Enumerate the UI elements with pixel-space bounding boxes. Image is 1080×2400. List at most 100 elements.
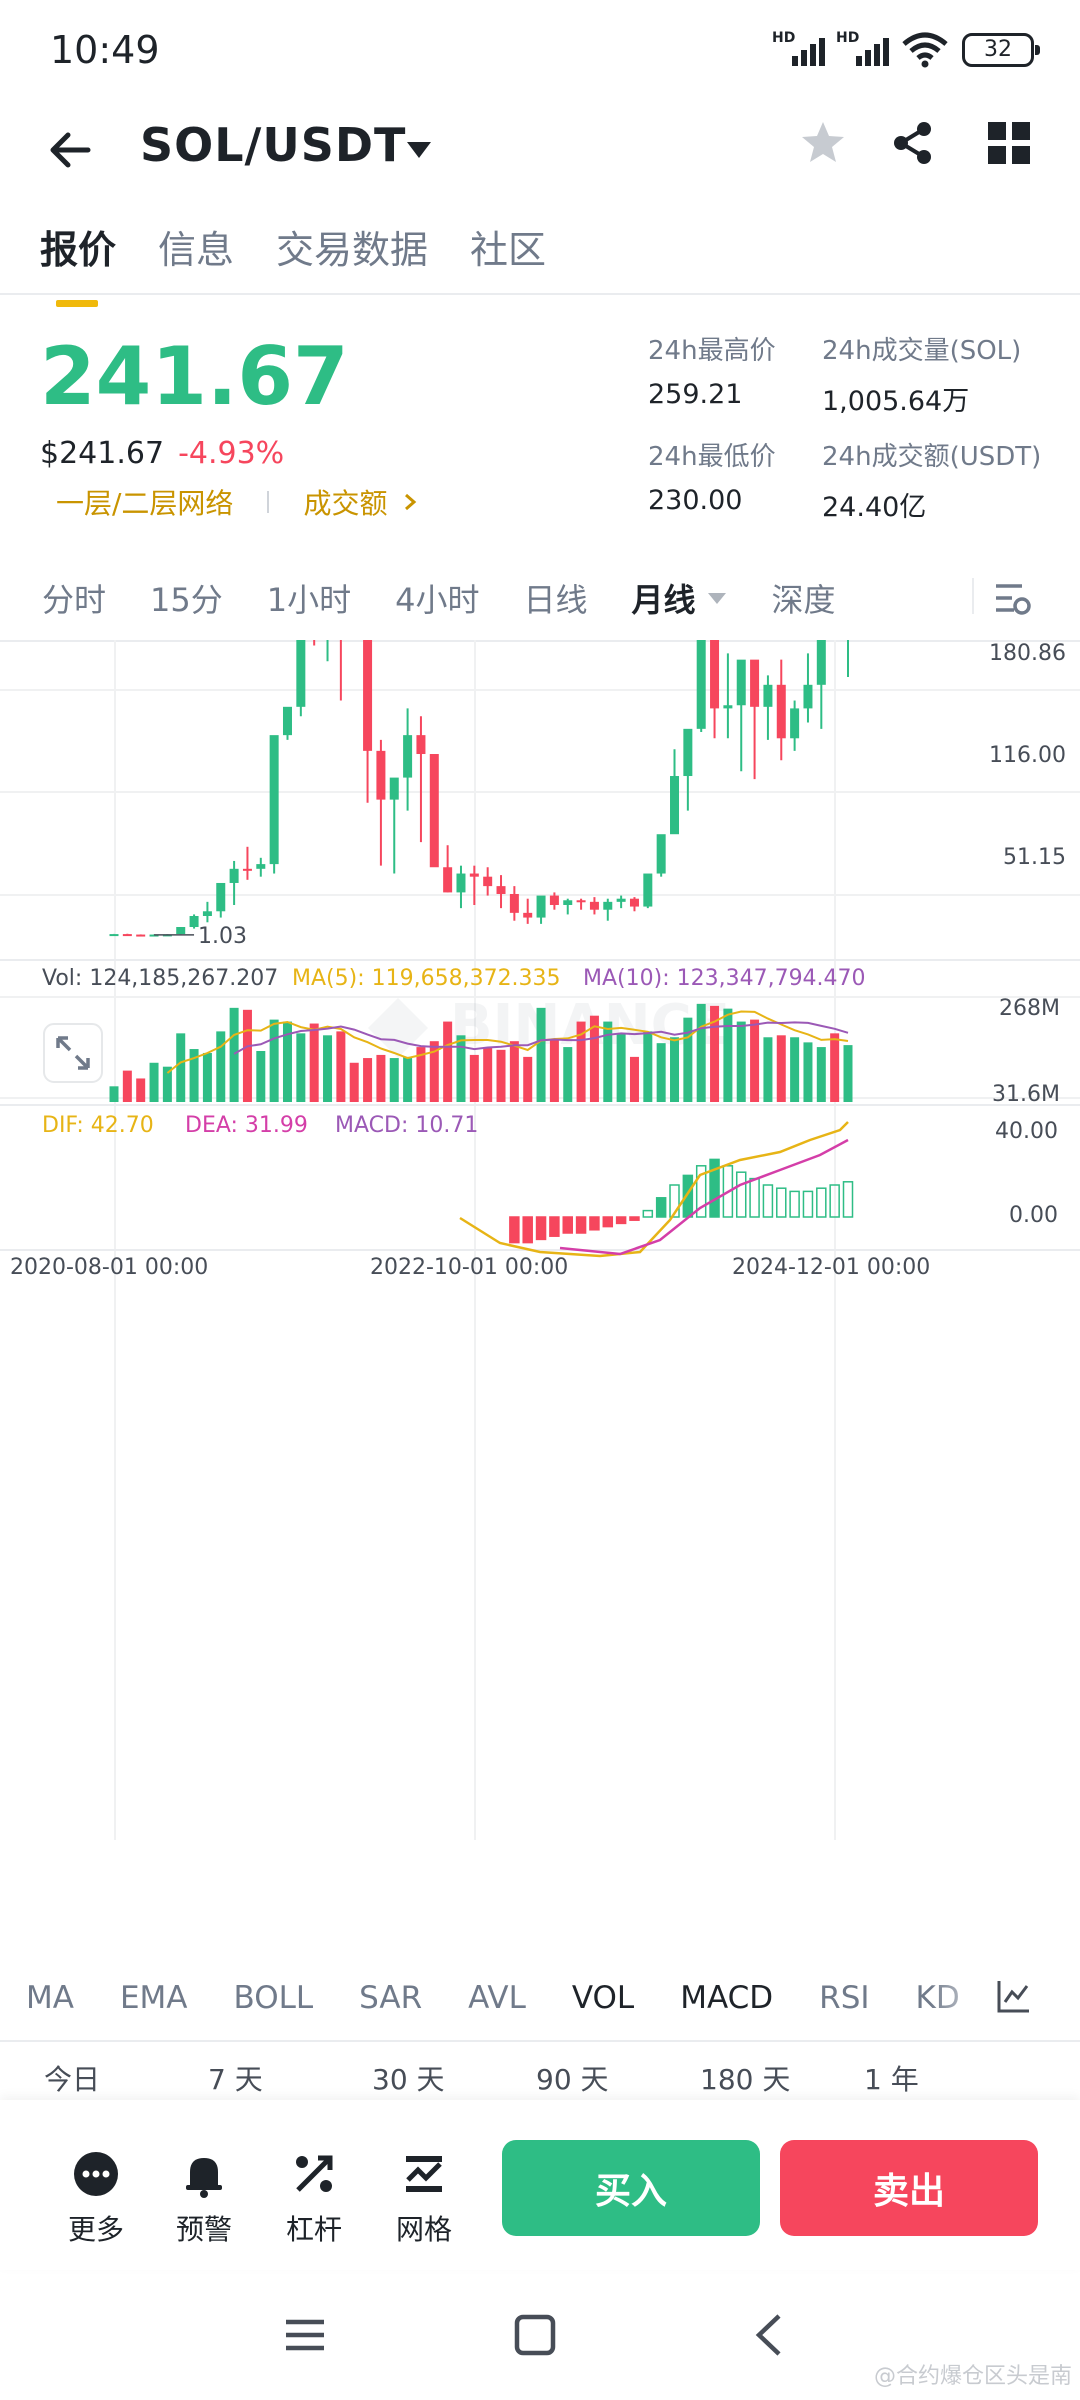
leverage-action[interactable]: 杠杆: [274, 2150, 354, 2248]
more-action[interactable]: 更多: [56, 2150, 136, 2248]
candle-body: [389, 777, 399, 800]
volume-bar: [603, 1021, 613, 1102]
macd-bar: [789, 1190, 800, 1218]
leverage-label: 杠杆: [285, 2213, 342, 2246]
interval-15m[interactable]: 15分: [150, 581, 223, 619]
share-icon[interactable]: [888, 118, 938, 168]
volume-bar: [750, 1019, 760, 1102]
candle-body: [256, 864, 266, 869]
top-tabs: 报价 信息 交易数据 社区: [40, 215, 547, 307]
volume-bar: [282, 1021, 292, 1102]
indicator-macd[interactable]: MACD: [680, 1980, 774, 2016]
indicator-ma[interactable]: MA: [26, 1980, 74, 2016]
candle-body: [229, 868, 239, 883]
macd-bar: [655, 1197, 667, 1218]
indicator-chart-icon[interactable]: [996, 1978, 1032, 2014]
volume-bar: [109, 1086, 119, 1102]
separator: [972, 578, 974, 614]
divider: [0, 2040, 1080, 2042]
candle-body: [723, 705, 733, 709]
network-tag[interactable]: 一层/二层网络: [56, 487, 234, 520]
grid-action[interactable]: 网格: [384, 2150, 464, 2248]
interval-4h[interactable]: 4小时: [395, 581, 480, 619]
time-axis: 2020-08-01 00:00 2022-10-01 00:00 2024-12-…: [10, 1255, 930, 1280]
expand-icon[interactable]: [43, 1023, 103, 1083]
candle-body: [109, 934, 119, 937]
volume-bar: [656, 1043, 666, 1102]
interval-1h[interactable]: 1小时: [266, 581, 352, 619]
period-90d: 90 天: [536, 2063, 609, 2096]
candle-body: [483, 876, 493, 887]
macd-pane: DIF: 42.70 DEA: 31.99 MACD: 10.71 40.00 0.00: [42, 1113, 1058, 1258]
candle-body: [563, 900, 573, 905]
tab-trade-data[interactable]: 交易数据: [276, 228, 429, 272]
period-7d: 7 天: [208, 2063, 263, 2096]
candle-body: [696, 640, 706, 729]
wifi-icon: [902, 32, 948, 68]
candle-body: [282, 706, 292, 736]
candle-body: [416, 735, 426, 755]
stat-volume: 24h成交量(SOL) 1,005.64万: [822, 336, 1022, 417]
menu-icon[interactable]: [280, 2310, 330, 2360]
macd-bar: [642, 1209, 654, 1218]
period-today: 今日: [44, 2063, 101, 2096]
grid-trading-icon: [406, 2156, 442, 2192]
indicator-rsi[interactable]: RSI: [819, 1980, 870, 2016]
macd-bar: [575, 1216, 587, 1234]
min-price-label: 1.03: [198, 924, 247, 949]
grid-menu-icon[interactable]: [986, 120, 1032, 166]
price-usd: $241.67: [40, 436, 165, 471]
tab-community[interactable]: 社区: [470, 228, 547, 272]
header: SOL/USDT: [0, 100, 1080, 220]
candle-body: [776, 684, 786, 739]
macd-bar: [842, 1181, 854, 1218]
home-icon[interactable]: [510, 2310, 560, 2360]
sell-button[interactable]: 卖出: [780, 2140, 1038, 2236]
indicator-sar[interactable]: SAR: [359, 1980, 423, 2016]
indicator-vol[interactable]: VOL: [571, 1980, 635, 2016]
caret-down-icon[interactable]: [404, 138, 434, 162]
candle-body: [429, 754, 439, 868]
chart-settings-icon[interactable]: [992, 578, 1032, 618]
macd-bar: [549, 1216, 560, 1237]
macd-bar: [509, 1216, 520, 1244]
chart-markers: 295.831.03241.67: [154, 924, 247, 949]
back-icon[interactable]: [745, 2310, 795, 2360]
star-icon[interactable]: [798, 118, 848, 168]
tab-info[interactable]: 信息: [158, 228, 235, 272]
chevron-right-icon[interactable]: [401, 491, 419, 513]
turnover-link[interactable]: 成交额: [303, 487, 388, 520]
interval-depth[interactable]: 深度: [771, 581, 836, 619]
time-tick: 2020-08-01 00:00: [10, 1255, 208, 1280]
indicator-avl[interactable]: AVL: [468, 1980, 526, 2016]
candle-body: [670, 776, 680, 835]
candles: [109, 640, 849, 937]
macd-bar: [709, 1158, 720, 1218]
volume-bar: [429, 1041, 439, 1102]
volume-bar: [710, 1005, 720, 1102]
indicator-boll[interactable]: BOLL: [233, 1980, 314, 2016]
interval-1d[interactable]: 日线: [523, 581, 588, 619]
indicator-ema[interactable]: EMA: [119, 1980, 188, 2016]
interval-timeshare[interactable]: 分时: [42, 581, 107, 619]
buy-button[interactable]: 买入: [502, 2140, 760, 2236]
back-arrow-icon[interactable]: [40, 120, 100, 180]
macd-bar: [829, 1184, 840, 1218]
corner-watermark: @合约爆仓区头是南: [873, 2364, 1072, 2389]
volume-bar: [576, 1021, 586, 1102]
candle-body: [629, 898, 639, 907]
candle-body: [136, 934, 146, 937]
candle-body: [616, 898, 626, 902]
status-time: 10:49: [50, 28, 160, 72]
dif-line: [459, 1121, 849, 1258]
alert-action[interactable]: 预警: [164, 2150, 244, 2248]
volume-bar: [483, 1047, 493, 1102]
volume-bar: [696, 1003, 706, 1102]
pair-title[interactable]: SOL/USDT: [140, 118, 407, 172]
tab-quote[interactable]: 报价: [40, 215, 116, 307]
interval-tabs: 分时 15分 1小时 4小时 日线 月线 深度: [42, 575, 880, 621]
interval-1mo[interactable]: 月线: [632, 575, 728, 621]
candle-body: [469, 873, 479, 877]
vol-tick: 268M: [999, 996, 1060, 1021]
